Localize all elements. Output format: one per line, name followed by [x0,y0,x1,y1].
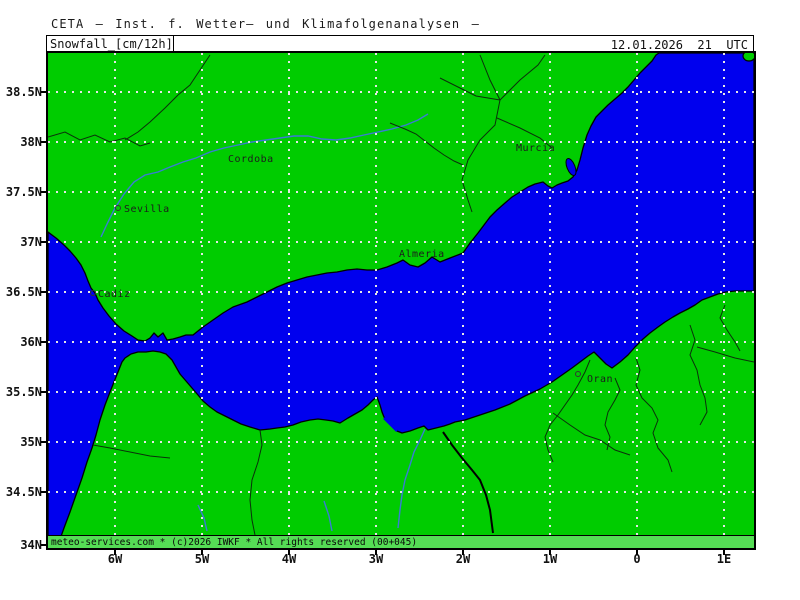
lat-label-34n: 34N [20,538,42,552]
lat-tick [41,141,48,143]
river-small-west [197,504,208,532]
map-canvas: Cordoba Sevilla Cadiz Almeria Murcia Ora… [46,51,756,550]
mar-menor-lagoon [565,158,577,176]
lon-tick [114,548,116,555]
lon-tick [462,548,464,555]
lon-tick [549,548,551,555]
lon-label-2w: 2W [455,552,471,566]
lat-label-35-5n: 35.5N [5,385,42,399]
city-marker-cadiz [90,290,96,296]
datetime-label: 12.01.2026 21 UTC [610,38,748,52]
lon-tick [201,548,203,555]
mar-chica-lagoon [383,417,398,432]
city-label-sevilla: Sevilla [124,204,170,215]
lat-tick [41,291,48,293]
lat-label-36n: 36N [20,335,42,349]
lat-tick [41,91,48,93]
city-marker-oran [575,371,581,377]
lon-tick [375,548,377,555]
country-border-morocco-algeria [442,431,494,534]
river-small-mid [323,500,333,532]
river-moulouya [397,428,426,529]
lat-tick [41,491,48,493]
lon-label-6w: 6W [107,552,123,566]
city-label-oran: Oran [587,374,613,385]
lon-label-1w: 1W [542,552,558,566]
lon-tick [288,548,290,555]
lat-label-38-5n: 38.5N [5,85,42,99]
city-label-cordoba: Cordoba [228,154,274,165]
city-label-murcia: Murcia [516,143,555,154]
lat-tick [41,191,48,193]
lat-label-36-5n: 36.5N [5,285,42,299]
lat-tick [41,441,48,443]
lat-tick [41,391,48,393]
graticule [48,53,754,548]
lat-label-38n: 38N [20,135,42,149]
province-borders [48,54,754,536]
lat-tick [41,241,48,243]
info-strip: Snowfall_[cm/12h] 12.01.2026 21 UTC [46,35,754,52]
sea-region [48,53,754,548]
lon-tick [636,548,638,555]
lon-tick [723,548,725,555]
lon-label-0: 0 [633,552,641,566]
credit-line: meteo-services.com * (c)2026 IWKF * All … [51,537,418,548]
lat-tick [41,544,48,546]
lon-label-5w: 5W [194,552,210,566]
lon-label-1e: 1E [716,552,732,566]
lat-label-37n: 37N [20,235,42,249]
institute-title: CETA – Inst. f. Wetter– und Klimafolgena… [51,17,480,31]
footer-strip: meteo-services.com * (c)2026 IWKF * All … [47,535,755,549]
lon-label-4w: 4W [281,552,297,566]
lat-label-35n: 35N [20,435,42,449]
ibiza-islet [742,53,754,62]
river-guadalquivir [100,113,429,238]
lat-label-34-5n: 34.5N [5,485,42,499]
product-box: Snowfall_[cm/12h] [47,36,174,51]
map-svg: Cordoba Sevilla Cadiz Almeria Murcia Ora… [48,53,754,548]
lat-tick [41,341,48,343]
city-label-almeria: Almeria [399,249,445,260]
city-marker-sevilla [115,205,121,211]
lon-label-3w: 3W [368,552,384,566]
lat-label-37-5n: 37.5N [5,185,42,199]
city-label-cadiz: Cadiz [98,289,131,300]
product-label: Snowfall_[cm/12h] [50,37,173,51]
